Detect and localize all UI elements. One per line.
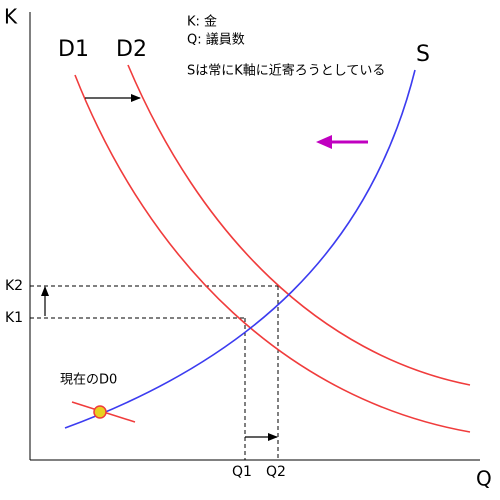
x-axis-label: Q [476,467,492,491]
note: Sは常にK軸に近寄ろうとしている [187,63,385,79]
d0-point [93,405,107,419]
d2-curve [127,64,471,386]
s-curve [64,69,416,429]
y-axis-label: K [4,5,18,29]
d1-curve [74,74,471,433]
d1-label: D1 [58,37,89,62]
k1-label: K1 [5,310,23,326]
d0-label: 現在のD0 [60,373,117,388]
d2-label: D2 [116,37,147,62]
q1-label: Q1 [232,464,252,480]
k2-label: K2 [5,278,23,294]
legend-q: Q: 議員数 [187,33,245,48]
q2-label: Q2 [266,464,286,480]
axes [29,12,480,461]
legend-k: K: 金 [187,14,217,30]
s-label: S [416,42,430,67]
guides [30,285,279,460]
